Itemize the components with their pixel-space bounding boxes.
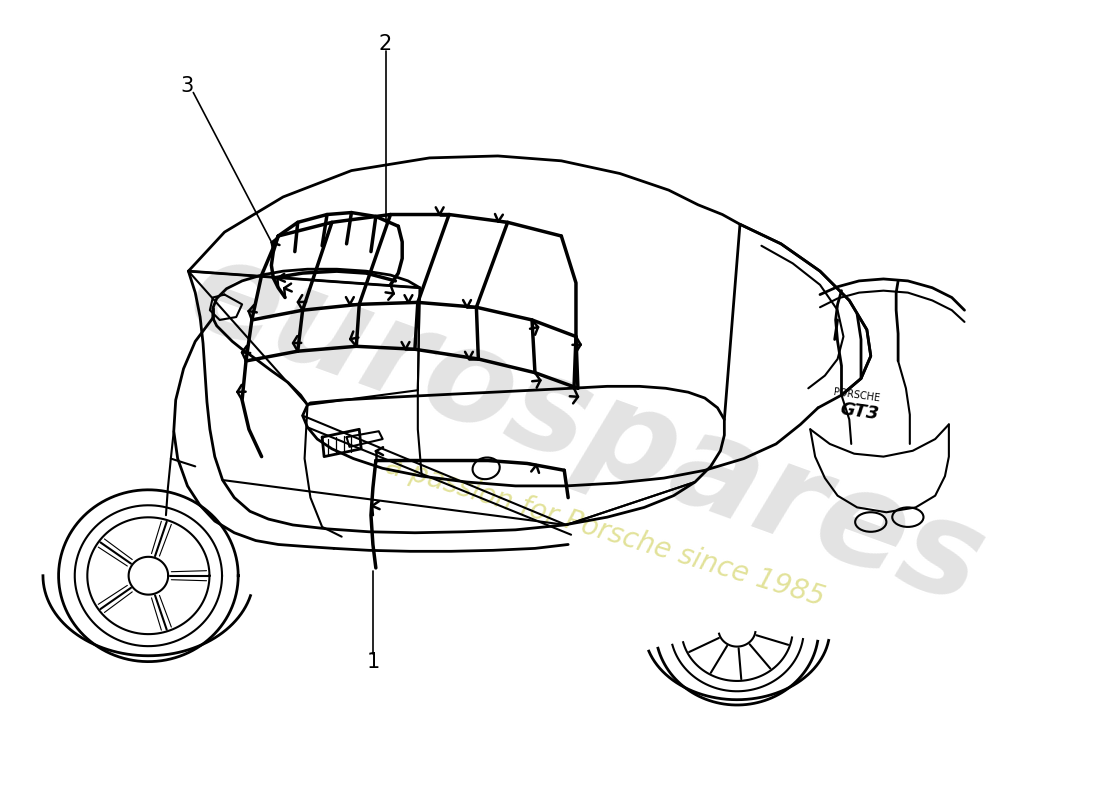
Text: PORSCHE: PORSCHE (833, 387, 881, 403)
Text: eurospares: eurospares (172, 227, 1000, 632)
Text: GT3: GT3 (838, 400, 880, 423)
Text: a passion for Porsche since 1985: a passion for Porsche since 1985 (382, 451, 828, 612)
Text: 2: 2 (379, 34, 393, 54)
Text: 1: 1 (366, 652, 379, 672)
Text: 3: 3 (180, 76, 194, 96)
